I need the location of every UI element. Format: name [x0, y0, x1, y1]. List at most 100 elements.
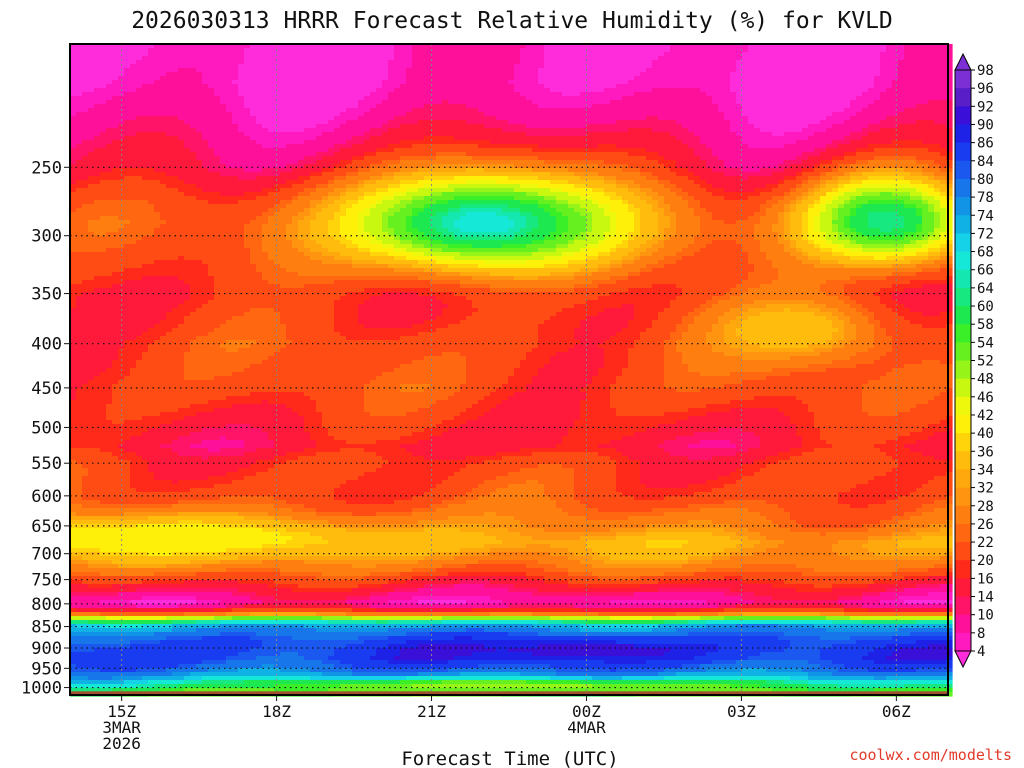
rh-cell [616, 132, 623, 137]
rh-cell [538, 144, 545, 149]
rh-cell [310, 76, 317, 81]
rh-cell [400, 68, 407, 73]
rh-cell [70, 84, 77, 89]
rh-cell [460, 148, 467, 153]
rh-cell [778, 156, 785, 161]
rh-cell [352, 100, 359, 105]
rh-cell [754, 128, 761, 133]
rh-cell [244, 44, 251, 49]
rh-cell [796, 128, 803, 133]
rh-cell [94, 88, 101, 93]
rh-cell [790, 108, 797, 113]
rh-cell [886, 112, 893, 117]
rh-cell [406, 48, 413, 53]
rh-cell [808, 136, 815, 141]
rh-cell [376, 120, 383, 125]
rh-cell [112, 76, 119, 81]
rh-cell [178, 172, 185, 177]
rh-cell [328, 80, 335, 85]
rh-cell [706, 156, 713, 161]
rh-cell [946, 156, 953, 161]
rh-cell [580, 48, 587, 53]
rh-cell [454, 132, 461, 137]
rh-cell [160, 124, 167, 129]
rh-cell [334, 52, 341, 57]
rh-cell [106, 80, 113, 85]
rh-cell [238, 148, 245, 153]
rh-cell [226, 44, 233, 49]
rh-cell [754, 108, 761, 113]
rh-cell [118, 120, 125, 125]
rh-cell [826, 132, 833, 137]
rh-cell [412, 44, 419, 49]
rh-cell [238, 164, 245, 169]
rh-cell [250, 104, 257, 109]
rh-cell [940, 116, 947, 121]
rh-cell [262, 120, 269, 125]
rh-cell [430, 104, 437, 109]
rh-cell [532, 100, 539, 105]
rh-cell [544, 64, 551, 69]
rh-cell [622, 68, 629, 73]
rh-cell [694, 132, 701, 137]
rh-cell [436, 100, 443, 105]
rh-cell [538, 84, 545, 89]
rh-cell [880, 96, 887, 101]
rh-cell [742, 160, 749, 165]
rh-cell [142, 152, 149, 157]
rh-cell [364, 116, 371, 121]
rh-cell [658, 156, 665, 161]
rh-cell [790, 60, 797, 65]
rh-cell [226, 60, 233, 65]
rh-cell [226, 172, 233, 177]
rh-cell [82, 108, 89, 113]
rh-cell [622, 168, 629, 173]
rh-cell [856, 44, 863, 49]
rh-cell [550, 124, 557, 129]
rh-cell [88, 156, 95, 161]
rh-cell [904, 112, 911, 117]
rh-cell [772, 64, 779, 69]
rh-cell [400, 104, 407, 109]
rh-cell [592, 176, 599, 181]
rh-cell [628, 56, 635, 61]
rh-cell [76, 100, 83, 105]
rh-cell [358, 172, 365, 177]
rh-cell [178, 156, 185, 161]
rh-cell [676, 168, 683, 173]
rh-cell [904, 56, 911, 61]
rh-cell [466, 92, 473, 97]
rh-cell [178, 148, 185, 153]
rh-cell [106, 84, 113, 89]
rh-cell [622, 112, 629, 117]
rh-cell [706, 116, 713, 121]
rh-cell [772, 132, 779, 137]
rh-cell [442, 84, 449, 89]
rh-cell [604, 144, 611, 149]
rh-cell [112, 164, 119, 169]
rh-cell [724, 116, 731, 121]
rh-cell [694, 80, 701, 85]
rh-cell [388, 100, 395, 105]
rh-cell [928, 48, 935, 53]
rh-cell [580, 76, 587, 81]
rh-cell [622, 96, 629, 101]
rh-cell [394, 52, 401, 57]
rh-cell [454, 56, 461, 61]
rh-cell [166, 76, 173, 81]
rh-cell [82, 172, 89, 177]
rh-cell [214, 128, 221, 133]
rh-cell [586, 144, 593, 149]
rh-cell [88, 152, 95, 157]
rh-cell [442, 160, 449, 165]
rh-cell [322, 76, 329, 81]
rh-cell [718, 76, 725, 81]
rh-cell [508, 112, 515, 117]
rh-cell [586, 96, 593, 101]
rh-cell [562, 104, 569, 109]
rh-cell [172, 124, 179, 129]
rh-cell [250, 76, 257, 81]
rh-cell [232, 164, 239, 169]
rh-cell [220, 172, 227, 177]
rh-cell [298, 68, 305, 73]
